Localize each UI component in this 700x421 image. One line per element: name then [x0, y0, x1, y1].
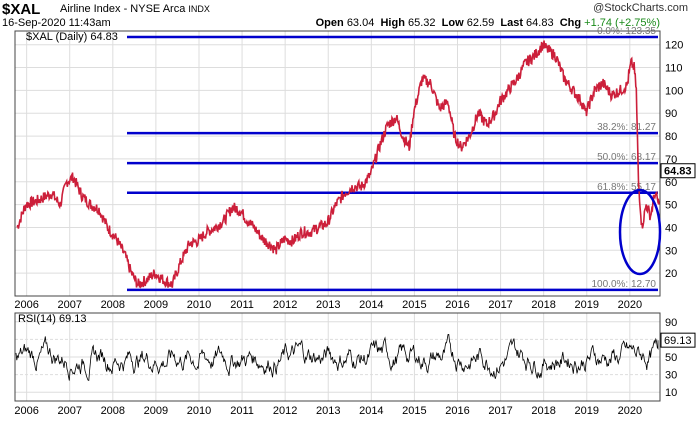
price-x-tick-12: 2018 [531, 299, 555, 311]
price-y-tick-3: 50 [665, 200, 677, 212]
price-panel-frame [14, 30, 661, 297]
open-label: Open [315, 17, 344, 29]
price-x-tick-3: 2009 [144, 299, 168, 311]
exchange-label: INDX [188, 4, 210, 14]
price-x-tick-8: 2014 [359, 299, 383, 311]
fib-label-1: 38.2%: 81.27 [597, 122, 656, 133]
price-x-tick-1: 2007 [57, 299, 81, 311]
price-x-tick-11: 2017 [488, 299, 512, 311]
chg-value: +1.74 (+2.75%) [584, 17, 660, 29]
rsi-x-tick-12: 2018 [531, 405, 555, 417]
rsi-x-axis: 2006 2007 2008 2009 2010 2011 2012 2013 2014 2015… [14, 405, 642, 417]
last-price-box [660, 163, 696, 179]
price-x-tick-14: 2020 [618, 299, 642, 311]
price-series [16, 40, 660, 289]
last-price-tag: 64.83 [660, 163, 696, 179]
index-name: Airline Index - NYSE Arca [60, 3, 186, 15]
fib-levels: 0.0%: 123.35 38.2%: 81.27 50.0%: 68.17 61.8… [127, 26, 658, 292]
rsi-x-tick-4: 2010 [187, 405, 211, 417]
rsi-x-tick-13: 2019 [575, 405, 599, 417]
rsi-x-tick-10: 2016 [445, 405, 469, 417]
rsi-x-tick-7: 2013 [316, 405, 340, 417]
fib-label-0: 0.0%: 123.35 [597, 26, 656, 37]
ticker-symbol: $XAL [2, 1, 41, 18]
price-x-tick-2: 2008 [101, 299, 125, 311]
price-grid [15, 31, 660, 296]
rsi-series [15, 333, 659, 381]
last-value: 64.83 [526, 17, 554, 29]
price-x-tick-0: 2006 [14, 299, 38, 311]
chg-label: Chg [559, 17, 582, 29]
price-y-axis: 20 30 40 50 60 70 80 90 100 110 120 [665, 40, 683, 280]
price-y-tick-7: 90 [665, 108, 677, 120]
rsi-line [15, 333, 659, 381]
rsi-x-tick-14: 2020 [618, 405, 642, 417]
index-name-line: Airline Index - NYSE Arca INDX [60, 3, 210, 15]
fib-label-2: 50.0%: 68.17 [597, 152, 656, 163]
rsi-x-tick-9: 2015 [402, 405, 426, 417]
rsi-last-tag: 69.13 [660, 332, 696, 348]
price-x-tick-5: 2011 [230, 299, 254, 311]
rsi-x-tick-1: 2007 [57, 405, 81, 417]
price-x-tick-4: 2010 [187, 299, 211, 311]
last-price-label: 64.83 [664, 166, 692, 178]
open-value: 63.04 [346, 17, 375, 29]
price-x-tick-6: 2012 [273, 299, 297, 311]
rsi-legend: RSI(14) 69.13 [18, 313, 86, 325]
price-line [16, 40, 660, 289]
high-label: High [380, 17, 405, 29]
price-y-tick-4: 60 [665, 177, 677, 189]
price-x-axis: 2006 2007 2008 2009 2010 2011 2012 2013 2014 2015… [14, 299, 642, 311]
fib-label-3: 61.8%: 55.17 [597, 182, 656, 193]
price-x-tick-10: 2016 [445, 299, 469, 311]
rsi-panel-frame [14, 312, 661, 402]
price-x-tick-13: 2019 [575, 299, 599, 311]
rsi-x-tick-2: 2008 [101, 405, 125, 417]
rsi-y-tick-0: 10 [665, 387, 677, 399]
copyright-text: @StockCharts.com [593, 2, 688, 14]
price-x-tick-9: 2015 [402, 299, 426, 311]
price-y-tick-1: 30 [665, 245, 677, 257]
price-x-tick-7: 2013 [316, 299, 340, 311]
rsi-y-tick-1: 30 [665, 370, 677, 382]
last-label: Last [500, 17, 523, 29]
rsi-y-tick-2: 50 [665, 352, 677, 364]
price-y-tick-6: 80 [665, 131, 677, 143]
rsi-last-label: 69.13 [664, 335, 692, 347]
rsi-x-tick-11: 2017 [488, 405, 512, 417]
rsi-x-tick-0: 2006 [14, 405, 38, 417]
rsi-x-tick-3: 2009 [144, 405, 168, 417]
price-y-tick-9: 110 [665, 63, 683, 75]
rsi-grid [15, 313, 660, 401]
rsi-x-tick-8: 2014 [359, 405, 383, 417]
price-y-tick-0: 20 [665, 268, 677, 280]
chart-datetime: 16-Sep-2020 11:43am [2, 17, 111, 29]
high-value: 65.32 [407, 17, 436, 29]
price-legend: $XAL (Daily) 64.83 [26, 31, 118, 43]
low-value: 62.59 [466, 17, 495, 29]
rsi-y-axis: 1030507090 [665, 317, 677, 399]
fib-label-4: 100.0%: 12.70 [592, 279, 657, 290]
price-y-tick-8: 100 [665, 85, 683, 97]
quote-summary: Open 63.04 High 65.32 Low 62.59 Last 64.… [316, 17, 660, 29]
annotation-circle [618, 188, 662, 276]
rsi-x-tick-5: 2011 [230, 405, 254, 417]
rsi-y-tick-4: 90 [665, 317, 677, 329]
rsi-x-tick-6: 2012 [273, 405, 297, 417]
rsi-last-box [660, 332, 696, 348]
price-y-tick-10: 120 [665, 40, 683, 52]
price-y-tick-5: 70 [665, 154, 677, 166]
low-label: Low [441, 17, 464, 29]
price-y-tick-2: 40 [665, 222, 677, 234]
